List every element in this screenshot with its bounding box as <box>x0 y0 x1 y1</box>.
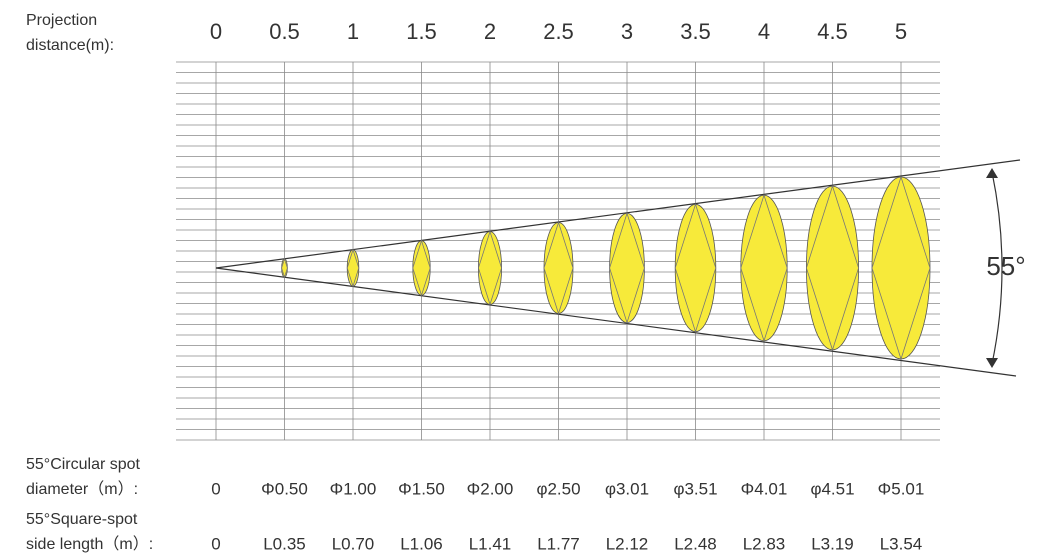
square-spot <box>412 239 431 297</box>
square-spot <box>281 257 288 279</box>
square-spot <box>477 230 503 306</box>
angle-label: 55° <box>986 251 1025 281</box>
side-label: L1.41 <box>469 534 512 553</box>
distance-label: 2 <box>484 19 496 44</box>
light-spot <box>740 194 788 342</box>
row-label: side length（m）: <box>26 535 153 553</box>
distance-label: 0 <box>210 19 222 44</box>
angle-arc <box>991 171 1003 365</box>
distance-label: 5 <box>895 19 907 44</box>
light-spot <box>609 212 645 323</box>
side-label: 0 <box>211 534 220 553</box>
light-spot <box>477 231 502 305</box>
distance-label: 2.5 <box>543 19 574 44</box>
square-spot <box>543 221 574 315</box>
row-label: 55°Square-spot <box>26 511 138 528</box>
side-label: L3.54 <box>880 534 923 553</box>
distance-label: 4.5 <box>817 19 848 44</box>
diameter-label: φ2.50 <box>536 479 580 498</box>
diameter-label: φ4.51 <box>810 479 854 498</box>
diameter-label: Φ1.00 <box>330 479 377 498</box>
diameter-label: Φ1.50 <box>398 479 445 498</box>
side-label: L1.06 <box>400 534 443 553</box>
light-spot <box>871 176 931 360</box>
beam-edge <box>215 159 1021 269</box>
distance-label: 0.5 <box>269 19 300 44</box>
beam-edge <box>215 267 1017 377</box>
side-label: L3.19 <box>811 534 854 553</box>
distance-label: 3.5 <box>680 19 711 44</box>
side-label: L2.48 <box>674 534 717 553</box>
diameter-label: φ3.51 <box>673 479 717 498</box>
light-spot <box>674 203 717 333</box>
diameter-label: φ3.01 <box>605 479 649 498</box>
row-label: 55°Circular spot <box>26 456 141 473</box>
distance-label: 1.5 <box>406 19 437 44</box>
row-label: diameter（m）: <box>26 480 138 498</box>
square-spot <box>609 212 645 324</box>
square-spot <box>805 184 860 352</box>
distance-label: 1 <box>347 19 359 44</box>
light-spot <box>346 249 360 287</box>
distance-label: 4 <box>758 19 770 44</box>
side-label: L0.35 <box>263 534 306 553</box>
square-spot <box>674 202 717 334</box>
side-label: L1.77 <box>537 534 580 553</box>
diameter-label: Φ5.01 <box>878 479 925 498</box>
light-spot <box>412 240 431 296</box>
diameter-label: Φ0.50 <box>261 479 308 498</box>
square-spot <box>871 175 931 361</box>
diameter-label: 0 <box>211 479 220 498</box>
diameter-label: Φ2.00 <box>467 479 514 498</box>
side-label: L0.70 <box>332 534 375 553</box>
row-label: Projection <box>26 12 97 29</box>
square-spot <box>346 248 360 288</box>
light-spot <box>281 258 288 278</box>
light-spot <box>806 185 860 351</box>
distance-label: 3 <box>621 19 633 44</box>
spots <box>281 175 931 361</box>
light-spot <box>543 222 574 314</box>
square-spot <box>740 193 788 343</box>
side-label: L2.12 <box>606 534 649 553</box>
row-label: distance(m): <box>26 37 114 54</box>
side-label: L2.83 <box>743 534 786 553</box>
diameter-label: Φ4.01 <box>741 479 788 498</box>
